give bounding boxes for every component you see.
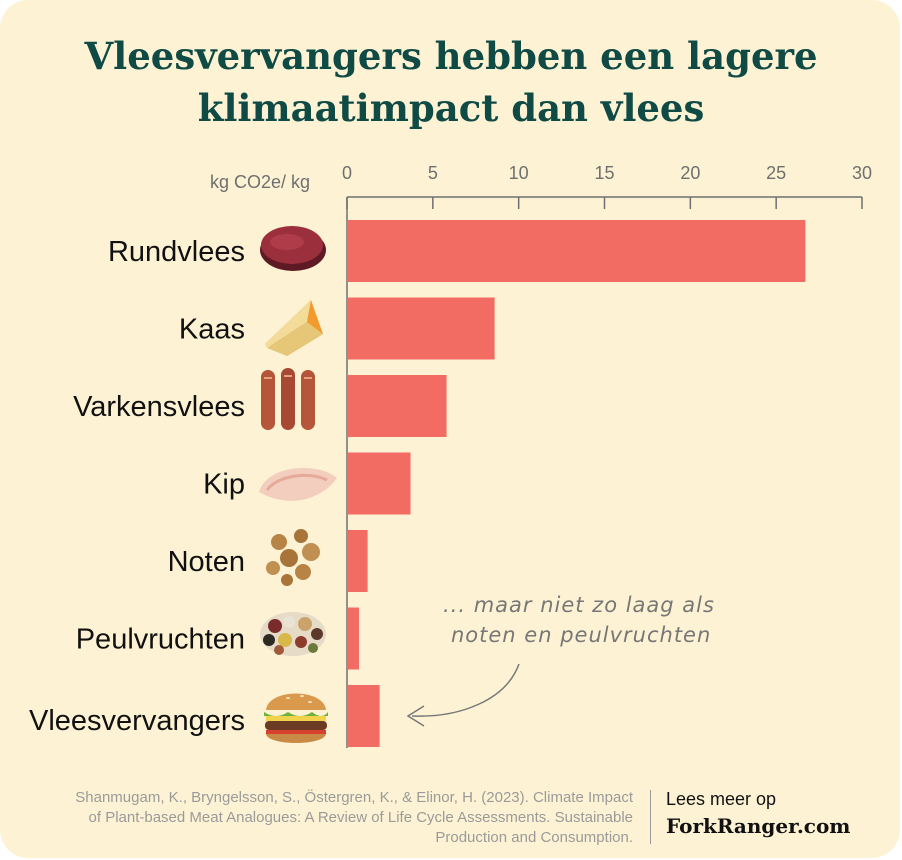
- bar-rundvlees: [347, 220, 806, 282]
- bar-peulvruchten: [347, 607, 360, 670]
- x-tick-label: 30: [852, 163, 872, 183]
- cheese-icon: [265, 300, 323, 356]
- steak-icon: [260, 226, 326, 271]
- category-labels: Rundvlees Kaas Varkensvlees Kip Noten Peulvru…: [29, 236, 245, 737]
- bar-kaas: [347, 297, 495, 360]
- bar-noten: [347, 530, 368, 592]
- read-more-label: Lees meer op: [666, 789, 777, 809]
- title-line-2: klimaatimpact dan vlees: [197, 86, 705, 130]
- x-tick-label: 20: [680, 163, 700, 183]
- category-label-rundvlees: Rundvlees: [108, 236, 245, 268]
- chart-title: Vleesvervangers hebben een lagere klimaa…: [0, 30, 900, 134]
- source-line-1: Shanmugam, K., Bryngelsson, S., Östergre…: [75, 789, 633, 806]
- arrow-head-icon: [406, 705, 425, 727]
- x-tick-label: 10: [509, 163, 529, 183]
- bar-chart: 0 5 10 15 20 25 30 kg CO2e/ kg Rundvlees Kaas Var…: [29, 163, 872, 748]
- annotation-line-2: noten en peulvruchten: [451, 623, 711, 647]
- category-label-noten: Noten: [168, 546, 245, 578]
- x-axis-unit-label: kg CO2e/ kg: [210, 172, 310, 192]
- bar-vleesvervangers: [347, 685, 380, 747]
- x-tick-label: 0: [342, 163, 352, 183]
- x-tick-label: 15: [594, 163, 614, 183]
- sausages-icon: [261, 368, 315, 430]
- bars: [347, 220, 806, 747]
- x-axis: 0 5 10 15 20 25 30 kg CO2e/ kg: [210, 163, 872, 748]
- category-label-peulvruchten: Peulvruchten: [76, 624, 245, 656]
- category-label-varkensvlees: Varkensvlees: [73, 391, 245, 423]
- category-label-kaas: Kaas: [179, 314, 245, 346]
- annotation-arrow-line: [411, 663, 520, 717]
- footer-divider: [650, 790, 651, 844]
- annotation-line-1: ... maar niet zo laag als: [443, 593, 715, 617]
- source-citation: Shanmugam, K., Bryngelsson, S., Östergre…: [30, 788, 633, 848]
- x-tick-label: 5: [428, 163, 438, 183]
- chicken-breast-icon: [259, 467, 337, 501]
- food-icons: [259, 226, 337, 743]
- site-link[interactable]: ForkRanger.com: [666, 814, 851, 838]
- category-label-vleesvervangers: Vleesvervangers: [29, 705, 245, 737]
- walnuts-icon: [266, 529, 320, 586]
- source-line-3: Production and Consumption.: [435, 829, 633, 846]
- x-tick-label: 25: [766, 163, 786, 183]
- bar-kip: [347, 452, 411, 515]
- annotation: ... maar niet zo laag als noten en peulv…: [406, 593, 715, 727]
- title-line-1: Vleesvervangers hebben een lagere: [84, 34, 818, 78]
- category-label-kip: Kip: [203, 469, 245, 501]
- burger-icon: [264, 693, 328, 743]
- source-line-2: of Plant-based Meat Analogues: A Review …: [88, 809, 633, 826]
- legumes-icon: [260, 612, 326, 656]
- bar-varkensvlees: [347, 375, 447, 437]
